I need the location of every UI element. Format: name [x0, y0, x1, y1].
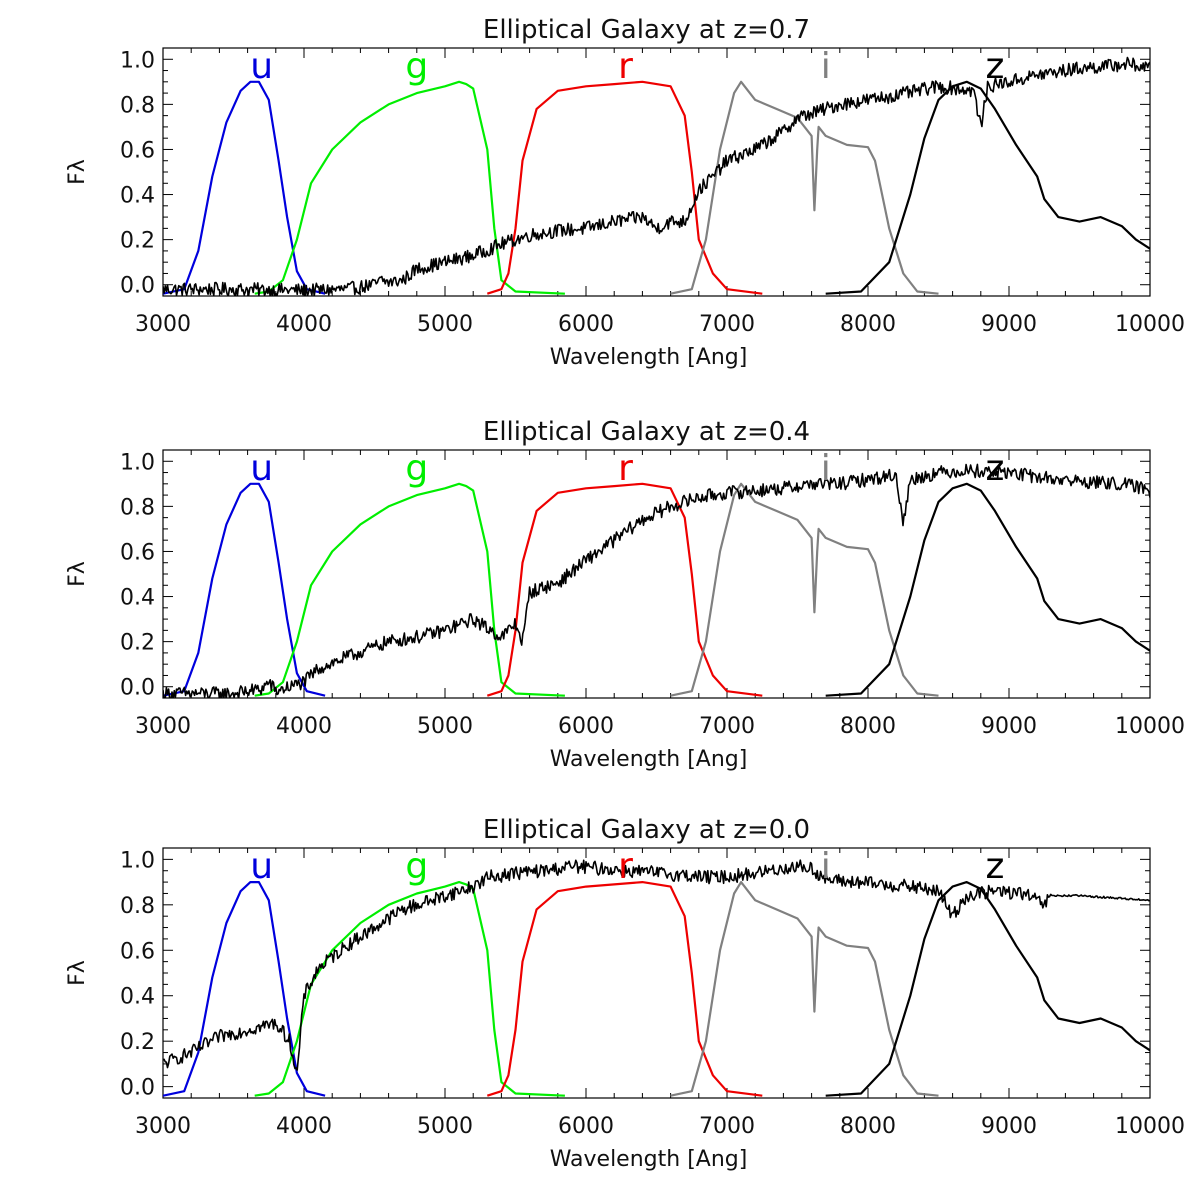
x-tick-label: 8000 [840, 312, 896, 337]
band-label-i: i [821, 846, 831, 887]
band-label-z: z [985, 46, 1004, 87]
filter-curve-g [254, 880, 565, 1097]
x-tick-label: 9000 [981, 312, 1037, 337]
filter-curve-g [254, 80, 565, 295]
filter-curve-u [163, 482, 326, 697]
x-tick-label: 8000 [840, 714, 896, 739]
x-tick-label: 5000 [417, 312, 473, 337]
filter-curve-i [670, 482, 939, 697]
panel-title: Elliptical Galaxy at z=0.0 [483, 815, 810, 845]
x-tick-label: 3000 [135, 714, 191, 739]
y-tick-label: 0.2 [120, 631, 155, 656]
panel-3: Elliptical Galaxy at z=0.0 3000 4000 5000 60… [65, 815, 1185, 1172]
x-tick-label: 6000 [558, 312, 614, 337]
y-tick-label: 0.4 [120, 184, 155, 209]
galaxy-spectrum [163, 56, 1150, 296]
plot-area [163, 463, 1150, 698]
filter-curve-g [254, 482, 565, 697]
band-label-u: u [250, 846, 273, 887]
band-label-g: g [405, 448, 428, 489]
y-tick-label: 0.6 [120, 939, 155, 964]
y-tick-label: 0.6 [120, 540, 155, 565]
band-label-r: r [618, 846, 633, 887]
x-tick-label: 10000 [1115, 1114, 1185, 1139]
x-tick-label: 4000 [276, 1114, 332, 1139]
x-tick-label: 9000 [981, 1114, 1037, 1139]
filter-curve-r [486, 482, 763, 697]
band-label-g: g [405, 846, 428, 887]
x-tick-label: 4000 [276, 312, 332, 337]
band-label-g: g [405, 46, 428, 87]
band-label-r: r [618, 448, 633, 489]
band-label-i: i [821, 46, 831, 87]
band-label-r: r [618, 46, 633, 87]
x-tick-label: 7000 [699, 1114, 755, 1139]
x-tick-label: 6000 [558, 714, 614, 739]
x-tick-label: 8000 [840, 1114, 896, 1139]
filter-curve-i [670, 80, 939, 295]
filter-curve-r [486, 80, 763, 295]
panel-title: Elliptical Galaxy at z=0.7 [483, 15, 810, 45]
y-tick-label: 0.0 [120, 1076, 155, 1101]
y-tick-label: 1.0 [120, 450, 155, 475]
plot-area [163, 859, 1150, 1097]
band-label-u: u [250, 46, 273, 87]
y-tick-label: 0.8 [120, 894, 155, 919]
band-label-i: i [821, 448, 831, 489]
filter-curve-z [825, 482, 1150, 697]
y-tick-label: 1.0 [120, 848, 155, 873]
panel-title: Elliptical Galaxy at z=0.4 [483, 417, 810, 447]
x-tick-label: 9000 [981, 714, 1037, 739]
filter-curve-z [825, 880, 1150, 1097]
band-label-z: z [985, 448, 1004, 489]
y-tick-label: 0.0 [120, 274, 155, 299]
panel-1: Elliptical Galaxy at z=0.7 3000 4000 5000 60… [65, 15, 1185, 370]
y-tick-label: 0.4 [120, 985, 155, 1010]
panel-2: Elliptical Galaxy at z=0.4 3000 4000 5000 60… [65, 417, 1185, 772]
x-tick-label: 3000 [135, 312, 191, 337]
x-tick-label: 4000 [276, 714, 332, 739]
filter-curve-z [825, 80, 1150, 295]
y-tick-label: 0.2 [120, 229, 155, 254]
y-tick-label: 0.4 [120, 586, 155, 611]
x-axis-label: Wavelength [Ang] [550, 747, 748, 772]
x-tick-label: 7000 [699, 312, 755, 337]
filter-curve-r [486, 880, 763, 1097]
x-tick-label: 10000 [1115, 312, 1185, 337]
y-tick-label: 0.0 [120, 676, 155, 701]
x-axis-label: Wavelength [Ang] [550, 1147, 748, 1172]
y-tick-label: 0.2 [120, 1030, 155, 1055]
filter-curve-u [163, 80, 326, 295]
y-tick-label: 0.6 [120, 138, 155, 163]
band-label-z: z [985, 846, 1004, 887]
y-tick-label: 0.8 [120, 495, 155, 520]
band-label-u: u [250, 448, 273, 489]
x-tick-label: 5000 [417, 1114, 473, 1139]
y-tick-label: 0.8 [120, 93, 155, 118]
galaxy-spectrum [163, 463, 1150, 698]
y-axis-label: Fλ [65, 561, 90, 587]
filter-curve-i [670, 880, 939, 1097]
y-axis-label: Fλ [65, 159, 90, 185]
plot-area [163, 56, 1150, 296]
x-tick-label: 5000 [417, 714, 473, 739]
x-tick-label: 10000 [1115, 714, 1185, 739]
x-tick-label: 3000 [135, 1114, 191, 1139]
y-tick-label: 1.0 [120, 48, 155, 73]
galaxy-spectrum [163, 859, 1150, 1071]
filter-curve-u [163, 880, 326, 1097]
x-axis-label: Wavelength [Ang] [550, 345, 748, 370]
y-axis-label: Fλ [65, 960, 90, 986]
x-tick-label: 7000 [699, 714, 755, 739]
x-tick-label: 6000 [558, 1114, 614, 1139]
